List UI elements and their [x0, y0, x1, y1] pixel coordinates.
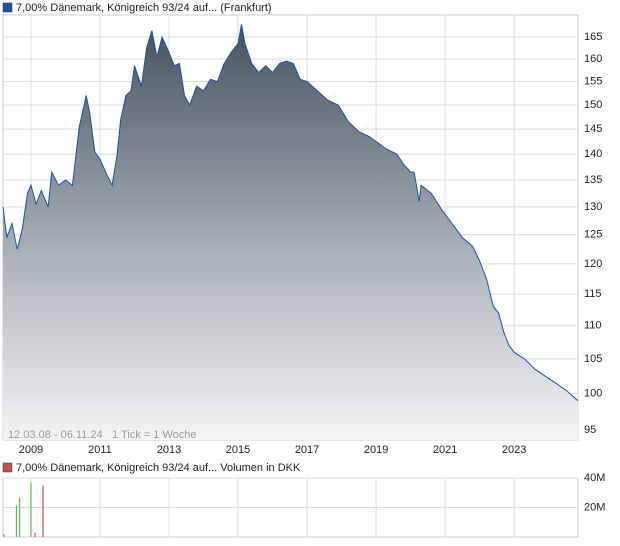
legend-swatch — [2, 2, 13, 13]
volume-bar — [34, 532, 36, 537]
y-tick-label: 140 — [584, 148, 602, 160]
x-tick-label: 2021 — [433, 444, 457, 456]
y-tick-label: 115 — [584, 288, 602, 300]
y-tick-label: 110 — [584, 320, 602, 332]
x-tick-label: 2011 — [88, 444, 112, 456]
y-tick-label: 95 — [584, 424, 596, 436]
volume-bar — [18, 497, 21, 537]
y-tick-label: 120 — [584, 258, 602, 270]
x-tick-label: 2023 — [502, 444, 526, 456]
legend-swatch — [2, 462, 13, 473]
price-area — [3, 24, 578, 441]
y-tick-label: 105 — [584, 353, 602, 365]
y-tick-label: 130 — [584, 201, 602, 213]
legend-label: 7,00% Dänemark, Königreich 93/24 auf... … — [16, 2, 272, 14]
volume-bar — [42, 485, 44, 537]
y-tick-label: 125 — [584, 229, 602, 241]
y-tick-label: 145 — [584, 123, 602, 135]
y-tick-label: 20M — [584, 501, 605, 513]
x-tick-label: 2015 — [226, 444, 250, 456]
legend-label: 7,00% Dänemark, Königreich 93/24 auf... … — [16, 462, 301, 474]
date-range: 12.03.08 - 06.11.24 — [8, 429, 103, 441]
volume-bar — [3, 534, 5, 537]
x-tick-label: 2009 — [19, 444, 43, 456]
x-tick-label: 2019 — [364, 444, 388, 456]
volume-bar — [30, 482, 32, 537]
price-line — [2, 24, 579, 402]
y-tick-label: 150 — [584, 99, 602, 111]
tick-note: 1 Tick = 1 Woche — [112, 429, 196, 441]
x-tick-label: 2013 — [157, 444, 181, 456]
volume-bar — [15, 505, 18, 537]
y-tick-label: 165 — [584, 31, 602, 43]
y-tick-label: 40M — [584, 472, 605, 484]
x-tick-label: 2017 — [295, 444, 319, 456]
y-tick-label: 155 — [584, 76, 602, 88]
y-tick-label: 160 — [584, 53, 602, 65]
y-tick-label: 100 — [584, 388, 602, 400]
y-tick-label: 135 — [584, 174, 602, 186]
